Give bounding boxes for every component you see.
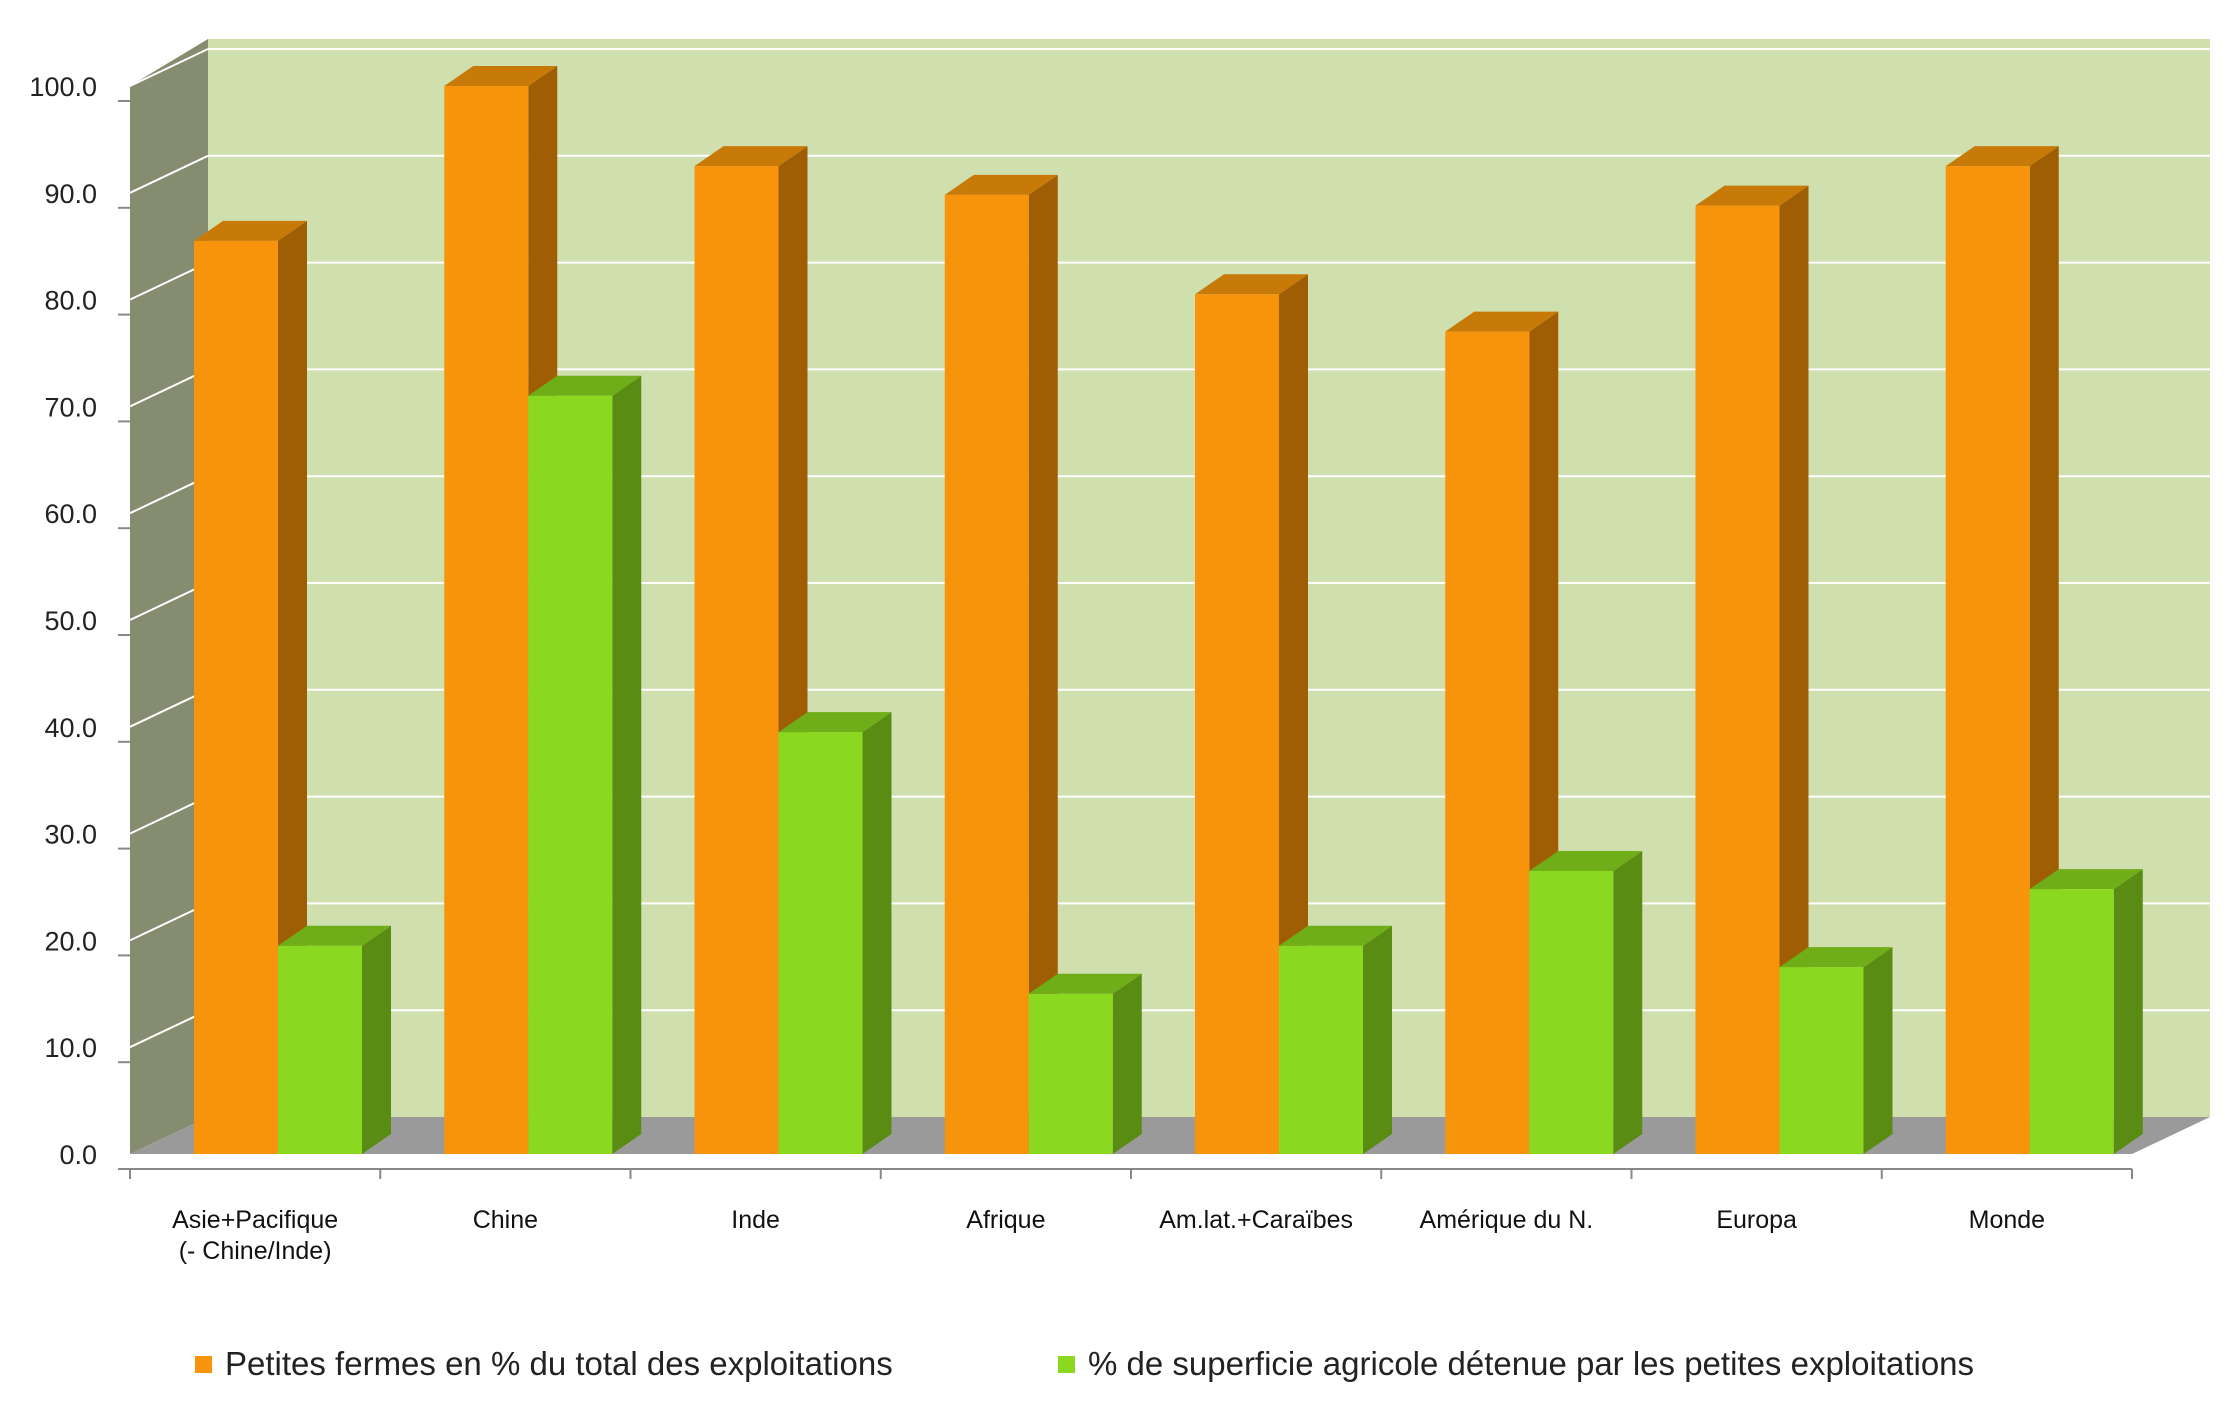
y-tick-label: 90.0 [44, 179, 97, 209]
bar-top [944, 174, 1058, 195]
bar [1529, 850, 1643, 1154]
bars [194, 66, 2143, 1155]
legend-swatch [1058, 1356, 1075, 1373]
bar-side [1112, 973, 1142, 1154]
bar-front [944, 194, 1029, 1154]
bar-side [362, 925, 391, 1154]
bar-front [1028, 993, 1113, 1154]
bar-side [862, 712, 892, 1154]
bar-front [1945, 166, 2030, 1155]
legend-label: % de superficie agricole détenue par les… [1088, 1345, 1974, 1382]
x-category-label: Inde [731, 1206, 780, 1234]
bar [944, 174, 1058, 1154]
bar-top [194, 220, 307, 241]
bar-front [444, 86, 529, 1154]
bar-front [2029, 889, 2114, 1154]
bar-side [1028, 174, 1058, 1154]
x-category-label: Asie+Pacifique [172, 1206, 338, 1234]
bar-front [1779, 967, 1864, 1154]
side-wall [130, 39, 208, 1154]
y-axis: 0.0 10.0 20.0 30.0 40.0 50.0 60.0 70.0 80.0 90.0 1… [29, 72, 130, 1170]
bar-front [528, 395, 613, 1155]
bar-front [1529, 870, 1614, 1154]
bar [1695, 185, 1809, 1155]
bar-side [2113, 869, 2143, 1154]
bar [528, 375, 642, 1155]
bar-top [1529, 850, 1643, 871]
x-category-label: Europa [1716, 1206, 1797, 1234]
bar [2029, 869, 2143, 1154]
bar-front [1445, 331, 1530, 1154]
bar-side [1363, 925, 1392, 1154]
bar [1028, 973, 1142, 1154]
x-category-label: Monde [1969, 1206, 2045, 1234]
bar-top [778, 712, 892, 733]
bar-top [2029, 869, 2143, 890]
bar-top [278, 925, 391, 946]
bar-side [1863, 947, 1893, 1154]
y-tick-label: 40.0 [44, 713, 97, 743]
bar [1279, 925, 1392, 1154]
x-axis: Asie+Pacifique (- Chine/Inde) Chine Inde Afr… [129, 1169, 2133, 1265]
y-tick-label: 30.0 [44, 820, 97, 850]
y-tick-label: 60.0 [44, 499, 97, 529]
legend-swatch [195, 1356, 212, 1373]
bar-front [694, 166, 779, 1155]
y-tick-label: 70.0 [44, 392, 97, 422]
bar [278, 925, 391, 1154]
bar-front [1195, 294, 1279, 1154]
y-tick-label: 20.0 [44, 926, 97, 956]
bar-top [1279, 925, 1392, 946]
x-category-label: Chine [473, 1206, 538, 1234]
legend-label: Petites fermes en % du total des exploit… [225, 1345, 893, 1382]
x-category-label: Amérique du N. [1420, 1206, 1594, 1234]
y-tick-label: 80.0 [44, 286, 97, 316]
bar-top [1445, 311, 1559, 332]
bar-top [1195, 274, 1308, 295]
y-tick-label: 0.0 [59, 1140, 97, 1170]
bar-front [1695, 205, 1780, 1155]
bar-front [1279, 945, 1363, 1154]
bar-top [1028, 973, 1142, 994]
bar-top [1945, 146, 2059, 167]
gridline-side [129, 48, 209, 87]
chart-walls [130, 39, 2210, 1170]
x-category-label: Afrique [966, 1206, 1045, 1234]
bar-front [778, 732, 863, 1154]
floor [130, 1117, 2210, 1154]
bar-front [278, 945, 362, 1154]
bar [1779, 947, 1893, 1154]
gridline-side [129, 154, 209, 194]
bar-top [444, 66, 558, 86]
bar-side [612, 375, 642, 1155]
x-category-label: (- Chine/Inde) [179, 1237, 332, 1265]
bar-top [694, 146, 808, 167]
y-tick-label: 50.0 [44, 606, 97, 636]
y-tick-label: 10.0 [44, 1033, 97, 1063]
legend: Petites fermes en % du total des exploit… [195, 1345, 1974, 1382]
bar-side [1779, 185, 1809, 1155]
x-category-label: Am.lat.+Caraïbes [1159, 1206, 1353, 1234]
bar-side [1613, 850, 1643, 1154]
bar-front [194, 240, 278, 1155]
bar [778, 712, 892, 1154]
y-tick-label: 100.0 [29, 72, 97, 102]
bar [194, 220, 307, 1155]
bar-side [278, 220, 307, 1155]
bar-top [528, 375, 642, 396]
bar-top [1779, 947, 1893, 968]
bar-top [1695, 185, 1809, 206]
